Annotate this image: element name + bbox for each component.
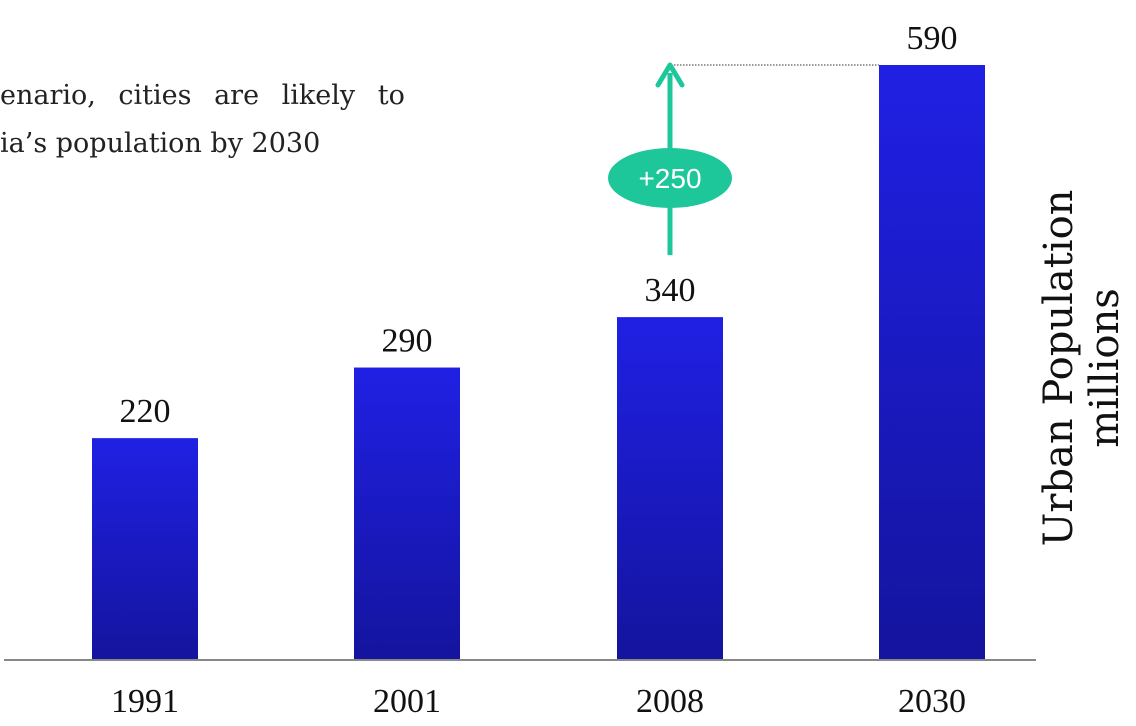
- x-tick-label-2030: 2030: [898, 683, 966, 720]
- bar-2030: [879, 65, 985, 660]
- y-axis-units: millions: [1082, 288, 1128, 448]
- value-label-2001: 290: [382, 323, 433, 360]
- caption-line-2: ia’s population by 2030: [0, 128, 321, 159]
- increase-badge: [608, 148, 732, 208]
- arrow-up-icon: [655, 62, 685, 88]
- y-axis-title: Urban Population: [1036, 189, 1082, 547]
- bar-2001: [354, 367, 460, 660]
- value-label-2008: 340: [645, 272, 696, 309]
- bar-2008: [617, 317, 723, 660]
- value-label-1991: 220: [120, 393, 171, 430]
- bar-1991: [92, 438, 198, 660]
- caption-line-1: enario, cities are likely to: [0, 80, 405, 111]
- caption-text: enario, cities are likely to ia’s popula…: [0, 72, 492, 168]
- x-tick-label-1991: 1991: [111, 683, 179, 720]
- increase-badge-label: +250: [638, 163, 701, 194]
- x-tick-label-2001: 2001: [373, 683, 441, 720]
- value-label-2030: 590: [907, 20, 958, 57]
- y-axis-label: Urban Population millions: [1028, 0, 1136, 726]
- x-tick-label-2008: 2008: [636, 683, 704, 720]
